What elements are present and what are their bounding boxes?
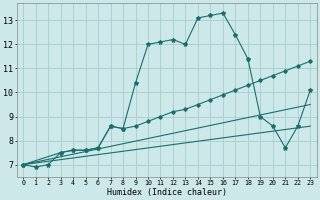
X-axis label: Humidex (Indice chaleur): Humidex (Indice chaleur) [107, 188, 227, 197]
